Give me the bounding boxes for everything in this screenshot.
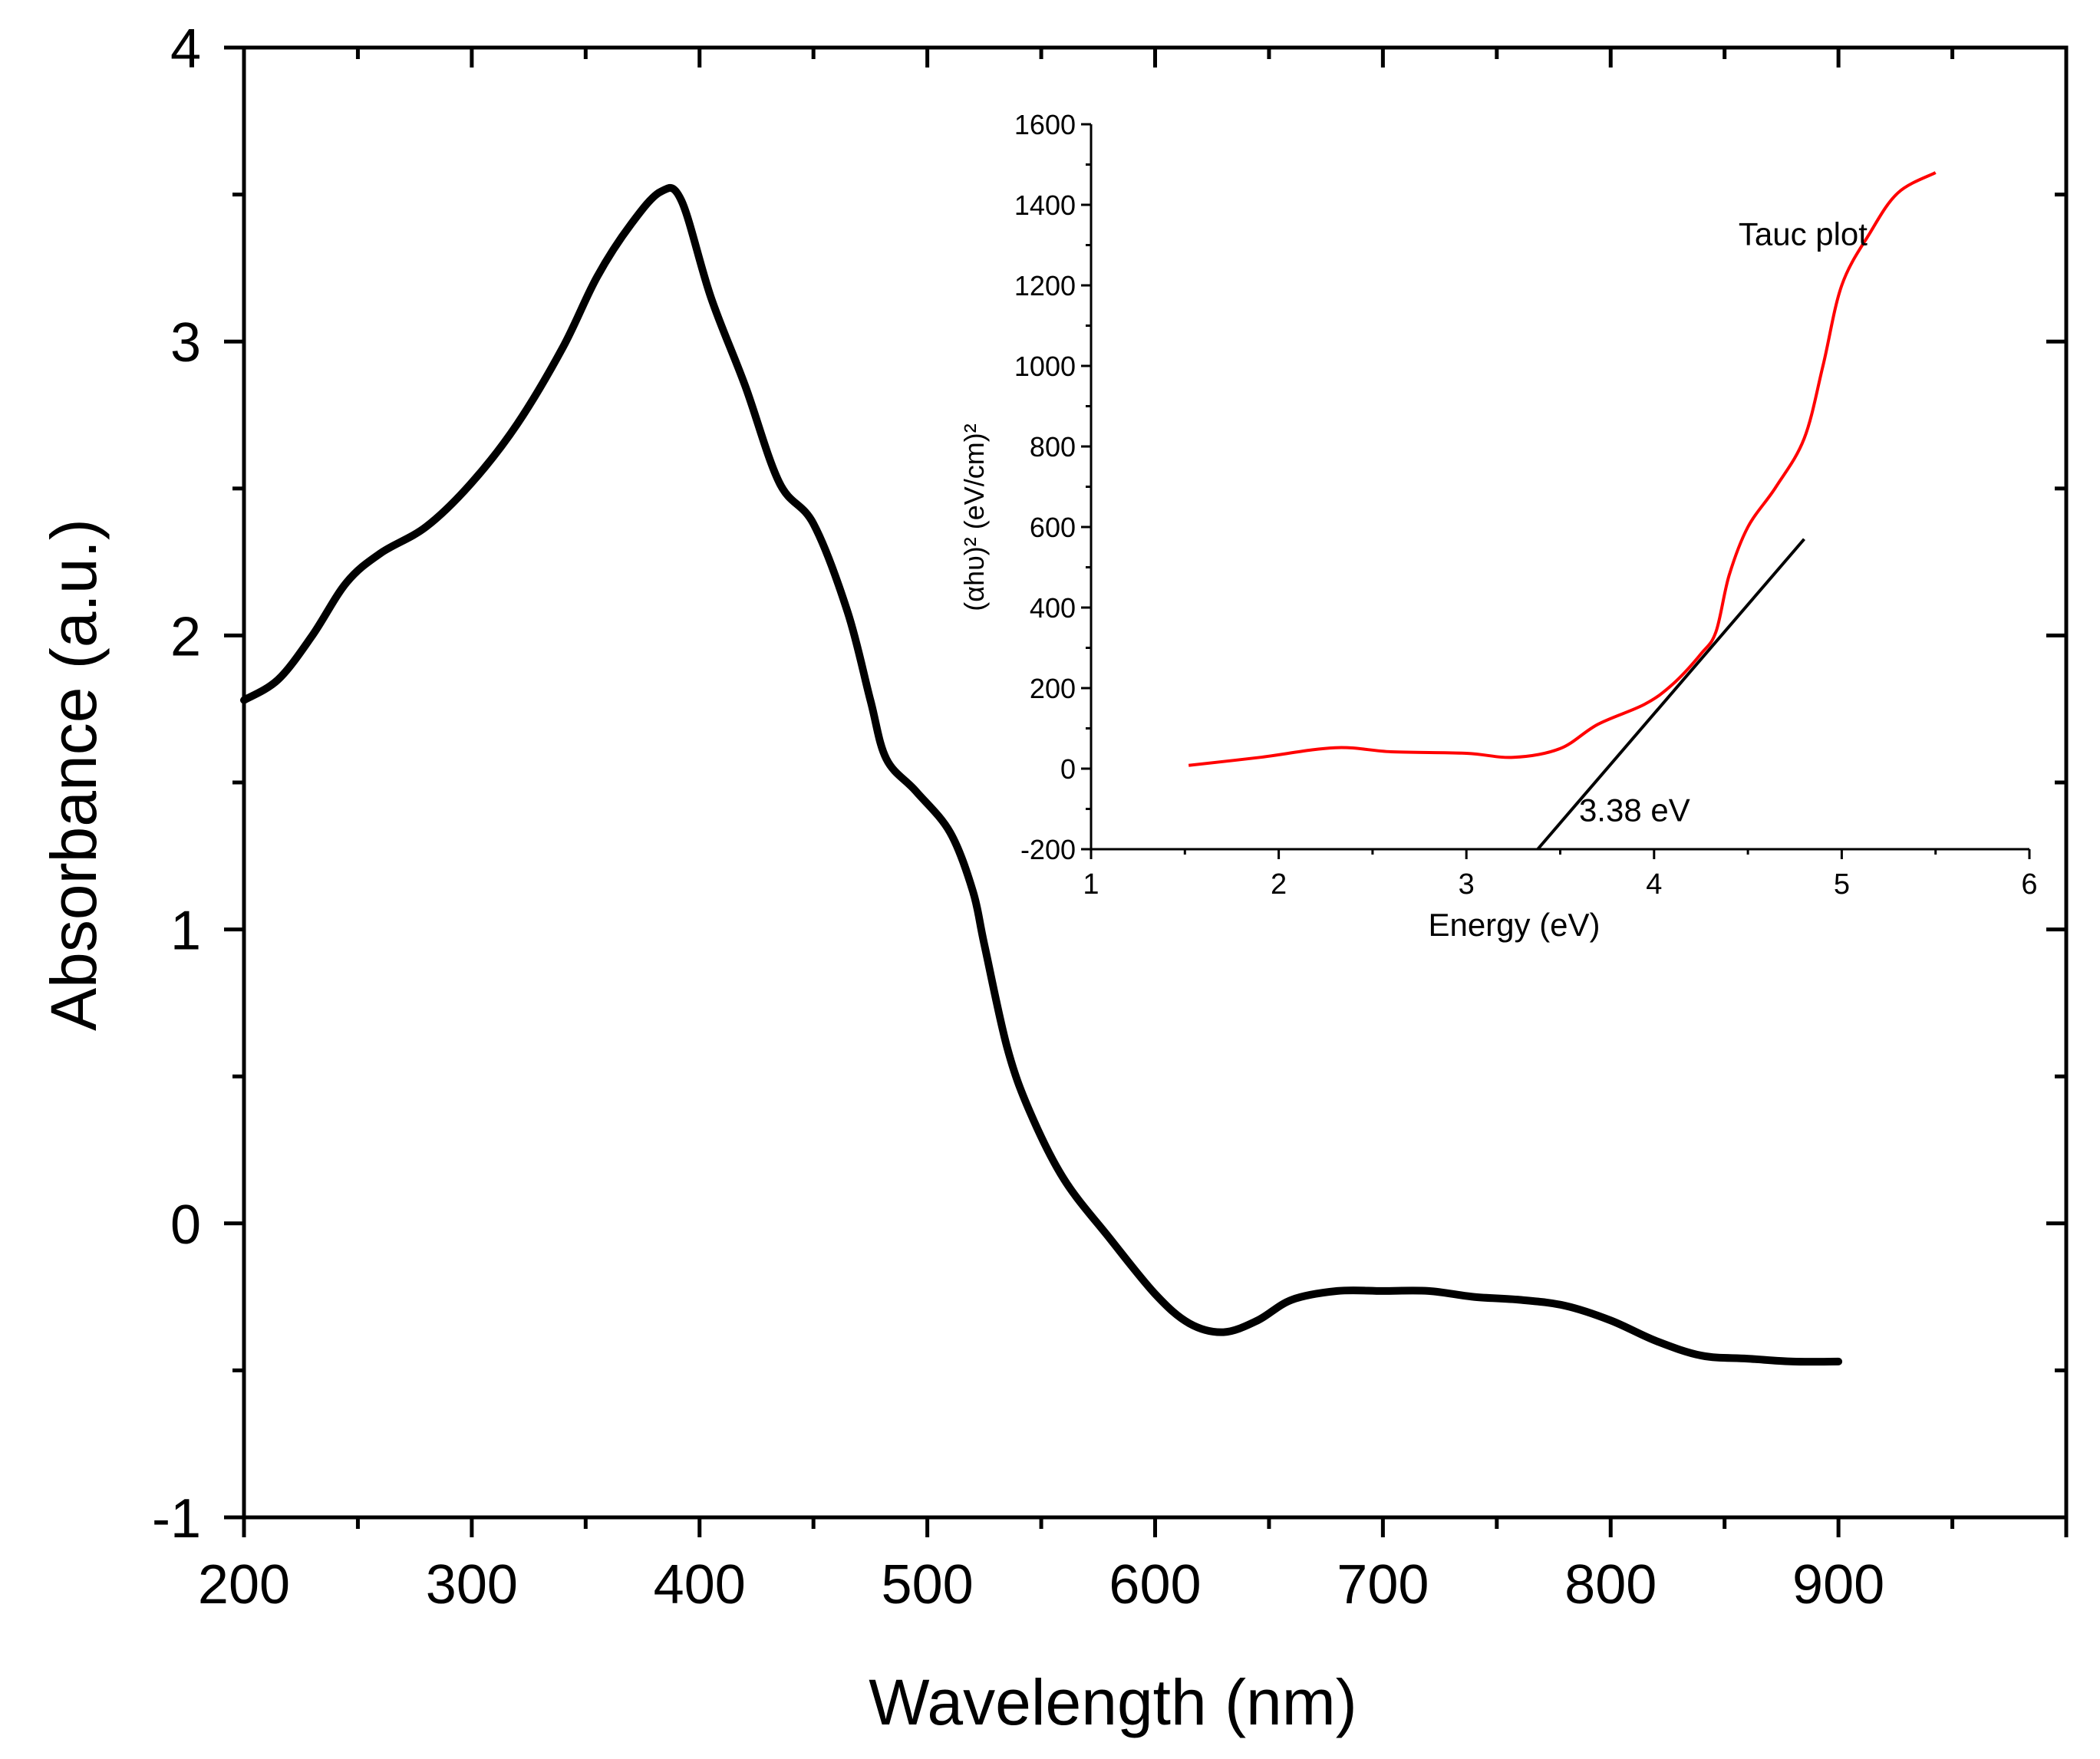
main-x-tick-label: 700: [1337, 1554, 1429, 1616]
main-y-tick-label: 3: [170, 312, 201, 374]
absorbance-curve: [240, 184, 1843, 1366]
main-y-axis-label: Absorbance (a.u.): [38, 519, 110, 1031]
main-x-tick-label: 400: [654, 1554, 746, 1616]
band-gap-annotation: 3.38 eV: [1579, 792, 1690, 828]
inset-y-tick-label: 1400: [1014, 189, 1076, 221]
main-y-tick-label: 4: [170, 18, 201, 80]
main-x-tick-label: 200: [198, 1554, 290, 1616]
main-x-tick-label: 300: [426, 1554, 518, 1616]
inset-y-tick-label: 400: [1030, 592, 1076, 624]
inset-y-tick-label: 1600: [1014, 109, 1076, 140]
main-x-tick-label: 800: [1564, 1554, 1657, 1616]
inset-y-tick-label: 1200: [1014, 270, 1076, 301]
inset-y-axis-label: (αhυ)² (eV/cm)²: [958, 423, 990, 611]
inset-y-tick-label: 600: [1030, 512, 1076, 543]
inset-chart: 1 2 3 4 5 6-20002004006008001000120014001600 …: [958, 109, 2038, 943]
inset-axes: [1090, 124, 2029, 851]
inset-y-tick-label: 0: [1060, 753, 1076, 785]
inset-y-tick-label: 200: [1030, 673, 1076, 704]
inset-x-tick-label: 3: [1459, 868, 1475, 901]
inset-x-axis-label: Energy (eV): [1428, 907, 1600, 943]
main-x-tick-label: 500: [882, 1554, 974, 1616]
main-y-tick-label: 1: [170, 901, 201, 962]
main-x-axis-label: Wavelength (nm): [869, 1666, 1357, 1738]
main-x-tick-label: 900: [1792, 1554, 1884, 1616]
inset-x-tick-label: 5: [1834, 868, 1850, 901]
tauc-plot-annotation: Tauc plot: [1739, 216, 1868, 252]
inset-y-tick-label: -200: [1020, 834, 1076, 865]
main-plot-frame: [242, 45, 2069, 1520]
main-tick-labels: 200 300 400 500 600 700 800 900 -1 0 1 2 3 4: [152, 18, 1884, 1616]
inset-y-tick-label: 800: [1030, 431, 1076, 463]
main-y-tick-label: -1: [152, 1488, 201, 1550]
main-x-tick-label: 600: [1109, 1554, 1201, 1616]
inset-x-tick-label: 4: [1646, 868, 1662, 901]
inset-x-tick-label: 1: [1083, 868, 1099, 901]
inset-x-tick-label: 6: [2021, 868, 2037, 901]
inset-x-tick-label: 2: [1271, 868, 1287, 901]
linear-fit-line: [1536, 538, 1805, 851]
inset-tick-labels: 1 2 3 4 5 6 -200 0 200 400 600 800 1000 1200 1400 1600: [1014, 109, 2038, 901]
main-y-tick-label: 0: [170, 1194, 201, 1256]
main-axis-ticks: [224, 45, 2069, 1537]
main-chart: 200 300 400 500 600 700 800 900 -1 0 1 2 3 4 Waveleng…: [38, 18, 2069, 1738]
inset-y-tick-label: 1000: [1014, 351, 1076, 382]
tauc-plot-curve: [1188, 171, 1937, 767]
main-y-tick-label: 2: [170, 606, 201, 667]
